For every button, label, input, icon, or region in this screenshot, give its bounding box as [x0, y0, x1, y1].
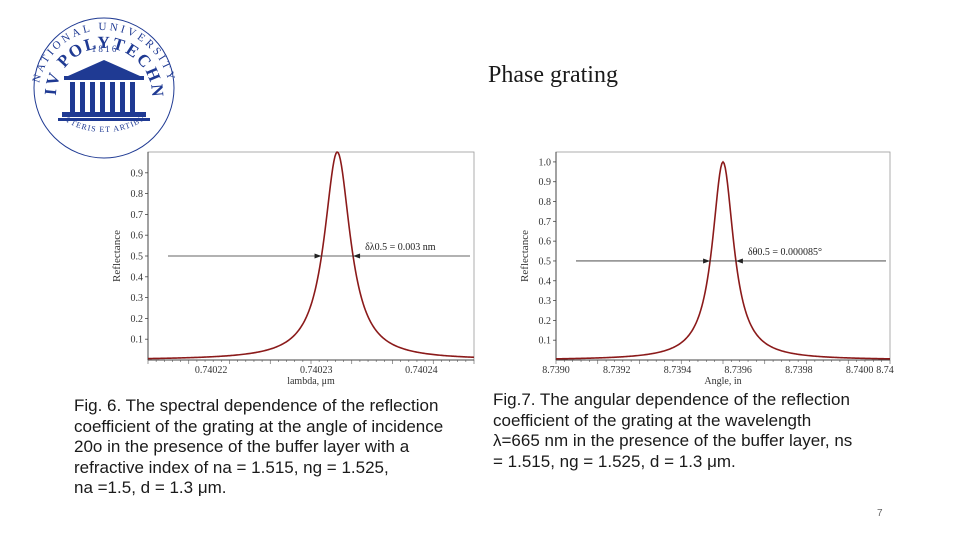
y-tick-label: 0.3	[131, 293, 144, 304]
slide-title: Phase grating	[488, 62, 618, 88]
y-tick-label: 0.9	[131, 168, 144, 179]
x-axis-label: Angle, in	[704, 376, 741, 387]
caption-line: 20o in the presence of the buffer layer …	[74, 437, 410, 456]
logo-year: 1 8 1 6	[92, 44, 117, 54]
angular-chart-svg: 0.1 0.2 0.3 0.4 0.5 0.6 0.7 0.8 0.9 1.0 8.7390 8.73…	[519, 151, 894, 387]
x-tick-label: 8.7398	[785, 365, 813, 376]
caption-line: Fig. 6. The spectral dependence of the r…	[74, 396, 439, 415]
y-tick-label: 0.4	[131, 272, 144, 283]
y-tick-label: 0.1	[131, 335, 144, 346]
y-tick-label: 1.0	[539, 157, 552, 168]
y-tick-label: 0.5	[131, 252, 144, 263]
y-tick-label: 0.2	[539, 316, 552, 327]
x-tick-label: 0.74024	[405, 365, 438, 376]
arrow-right-marker	[735, 258, 743, 264]
caption-line: refractive index of na = 1.515, ng = 1.5…	[74, 457, 389, 477]
y-tick-label: 0.4	[539, 276, 552, 287]
y-tick-label: 0.8	[131, 189, 144, 200]
y-tick-label: 0.2	[131, 314, 144, 325]
y-tick-label: 0.6	[131, 231, 144, 242]
x-tick-label: 8.7400	[846, 365, 874, 376]
plot-area	[555, 151, 891, 361]
figure6-caption: Fig. 6. The spectral dependence of the r…	[74, 396, 443, 499]
angular-chart: 0.1 0.2 0.3 0.4 0.5 0.6 0.7 0.8 0.9 1.0 8.7390 8.73…	[518, 148, 894, 388]
figure7-caption: Fig.7. The angular dependence of the ref…	[493, 390, 852, 472]
x-tick-label: 0.74022	[195, 365, 228, 376]
y-tick-label: 0.7	[131, 210, 144, 221]
y-tick-label: 0.8	[539, 197, 552, 208]
caption-line: λ=665 nm in the presence of the buffer l…	[493, 431, 853, 450]
arrow-left-marker	[703, 258, 711, 264]
x-tick-label: 8.7396	[724, 365, 752, 376]
university-logo: NATIONAL UNIVERSITY LVIV POLYTECHNIC 1 8…	[9, 0, 192, 160]
slide-number: 7	[877, 508, 883, 519]
x-tick-label: 8.7401	[876, 365, 894, 376]
x-tick-label: 0.74023	[300, 365, 333, 376]
arrow-right-marker	[353, 253, 361, 259]
x-tick-label: 8.7390	[542, 365, 570, 376]
y-tick-label: 0.1	[539, 336, 552, 347]
caption-line: coefficient of the grating at the angle …	[74, 416, 444, 436]
y-tick-label: 0.5	[539, 256, 552, 267]
x-tick-label: 8.7394	[664, 365, 692, 376]
building-icon	[58, 60, 150, 121]
arrow-left-marker	[314, 253, 322, 259]
y-tick-label: 0.7	[539, 217, 552, 228]
y-axis-label: Reflectance	[112, 230, 123, 282]
reflectance-curve	[147, 151, 475, 360]
spectral-chart: 0.1 0.2 0.3 0.4 0.5 0.6 0.7 0.8 0.9 0.74022 0.7402…	[112, 148, 478, 388]
x-tick-label: 8.7392	[603, 365, 631, 376]
y-tick-label: 0.6	[539, 237, 552, 248]
y-axis-label: Reflectance	[519, 230, 531, 282]
y-tick-label: 0.9	[539, 177, 552, 188]
x-axis-label: lambda, μm	[287, 376, 335, 387]
reflectance-curve	[555, 160, 891, 360]
caption-line: Fig.7. The angular dependence of the ref…	[493, 390, 850, 409]
half-width-annotation: δθ0.5 = 0.000085°	[748, 247, 822, 258]
half-width-annotation: δλ0.5 = 0.003 nm	[365, 242, 436, 253]
caption-line: na =1.5, d = 1.3 μm.	[74, 478, 227, 497]
logo-emblem: NATIONAL UNIVERSITY LVIV POLYTECHNIC 1 8…	[9, 0, 175, 159]
spectral-chart-svg: 0.1 0.2 0.3 0.4 0.5 0.6 0.7 0.8 0.9 0.74022 0.7402…	[112, 151, 475, 387]
y-tick-label: 0.3	[539, 296, 552, 307]
caption-line: coefficient of the grating at the wavele…	[493, 410, 812, 430]
caption-line: = 1.515, ng = 1.525, d = 1.3 μm.	[493, 451, 736, 471]
